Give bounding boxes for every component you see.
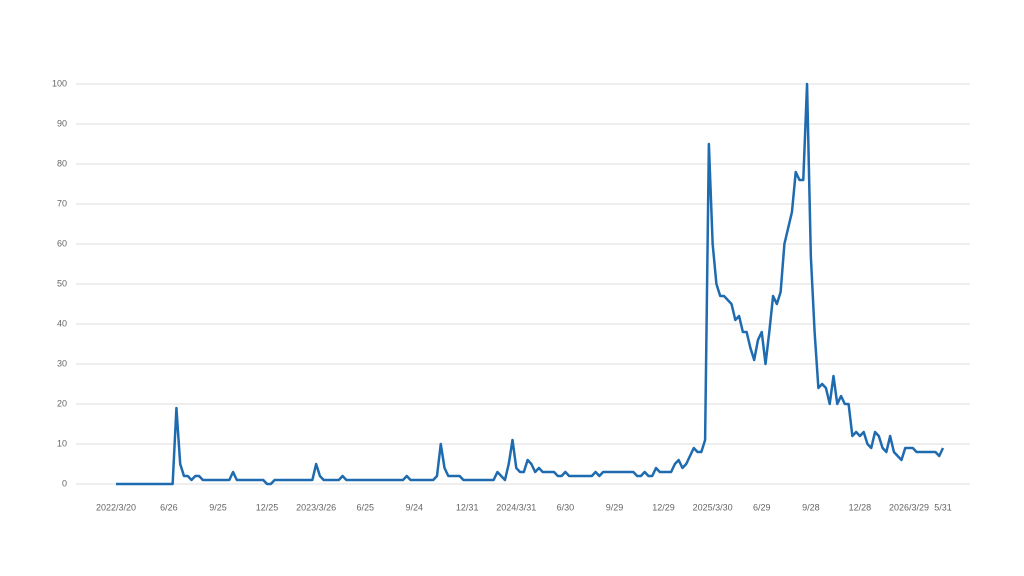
x-tick-label: 6/29 xyxy=(753,502,771,512)
y-tick-label: 70 xyxy=(57,198,67,208)
x-tick-label: 12/28 xyxy=(849,502,872,512)
x-tick-label: 9/25 xyxy=(209,502,227,512)
y-tick-label: 20 xyxy=(57,398,67,408)
x-tick-label: 5/31 xyxy=(934,502,952,512)
y-tick-label: 90 xyxy=(57,118,67,128)
x-tick-label: 9/24 xyxy=(406,502,424,512)
x-tick-label: 2025/3/30 xyxy=(693,502,733,512)
x-tick-label: 12/31 xyxy=(456,502,479,512)
x-tick-label: 6/25 xyxy=(356,502,374,512)
x-tick-label: 2026/3/29 xyxy=(889,502,929,512)
x-tick-label: 9/29 xyxy=(606,502,624,512)
x-tick-label: 6/30 xyxy=(557,502,575,512)
x-tick-label: 6/26 xyxy=(160,502,178,512)
x-tick-label: 2022/3/20 xyxy=(96,502,136,512)
x-tick-label: 2024/3/31 xyxy=(496,502,536,512)
y-tick-label: 60 xyxy=(57,238,67,248)
x-tick-label: 12/25 xyxy=(256,502,279,512)
y-tick-label: 40 xyxy=(57,318,67,328)
data-line xyxy=(116,82,945,486)
y-tick-label: 80 xyxy=(57,158,67,168)
y-tick-label: 0 xyxy=(62,478,67,488)
x-tick-label: 2023/3/26 xyxy=(296,502,336,512)
y-tick-label: 100 xyxy=(52,78,67,88)
y-tick-label: 30 xyxy=(57,358,67,368)
x-tick-label: 9/28 xyxy=(802,502,820,512)
y-tick-label: 10 xyxy=(57,438,67,448)
x-tick-label: 12/29 xyxy=(652,502,675,512)
y-tick-label: 50 xyxy=(57,278,67,288)
